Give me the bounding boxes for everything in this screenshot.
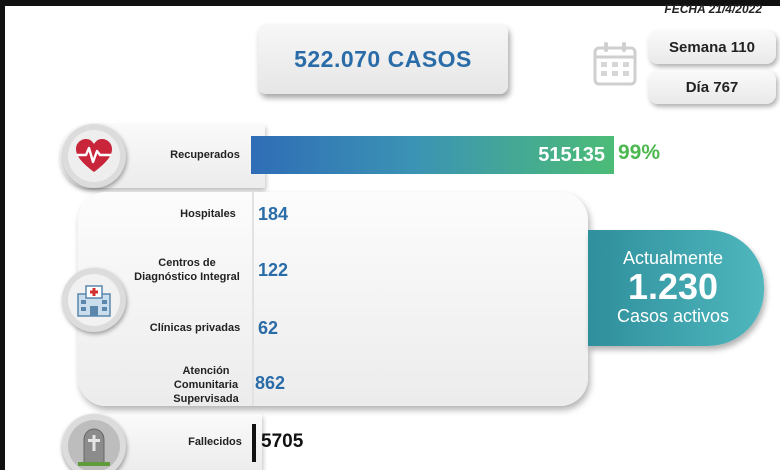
deaths-value: 5705 <box>261 431 304 452</box>
heartbeat-icon-badge <box>62 124 126 188</box>
active-cases-heading: Actualmente <box>622 248 724 268</box>
tombstone-icon-badge <box>62 414 126 470</box>
hospital-icon-badge <box>62 268 126 332</box>
calendar-icon <box>593 42 637 86</box>
facility-value-hospitals: 184 <box>258 204 289 224</box>
facility-label-cdi: Centros de Diagnóstico Integral <box>134 257 240 283</box>
total-cases-box: 522.070 CASOS <box>258 24 508 94</box>
hospital-icon <box>77 285 111 317</box>
tombstone-icon <box>78 428 110 466</box>
recovered-label: Recuperados <box>170 149 240 161</box>
facility-value-private-clinics: 62 <box>258 318 279 338</box>
facility-label-community-care: Atención Comunitaria Supervisada <box>173 365 239 405</box>
facility-value-cdi: 122 <box>258 260 289 280</box>
deaths-bar <box>252 424 256 462</box>
recovered-percent: 99% <box>618 141 661 164</box>
facility-label-hospitals: Hospitales <box>180 208 236 220</box>
active-cases-count: 1.230 <box>627 266 719 307</box>
top-border <box>0 0 780 6</box>
left-border <box>0 0 5 470</box>
facilities-panel <box>78 192 588 406</box>
day-counter: Día 767 <box>648 70 776 104</box>
week-counter: Semana 110 <box>648 30 776 64</box>
facilities-divider <box>252 192 254 406</box>
heartbeat-icon <box>76 139 112 172</box>
active-cases-caption: Casos activos <box>616 306 730 326</box>
facility-value-community-care: 862 <box>255 373 286 393</box>
recovered-value: 515135 <box>538 144 605 166</box>
active-cases-panel <box>588 230 764 346</box>
report-date: FECHA 21/4/2022 <box>664 2 762 16</box>
total-cases-value: 522.070 CASOS <box>294 45 472 72</box>
deaths-label: Fallecidos <box>188 436 242 448</box>
recovered-bar <box>251 136 614 174</box>
facility-label-private-clinics: Clínicas privadas <box>149 322 241 334</box>
